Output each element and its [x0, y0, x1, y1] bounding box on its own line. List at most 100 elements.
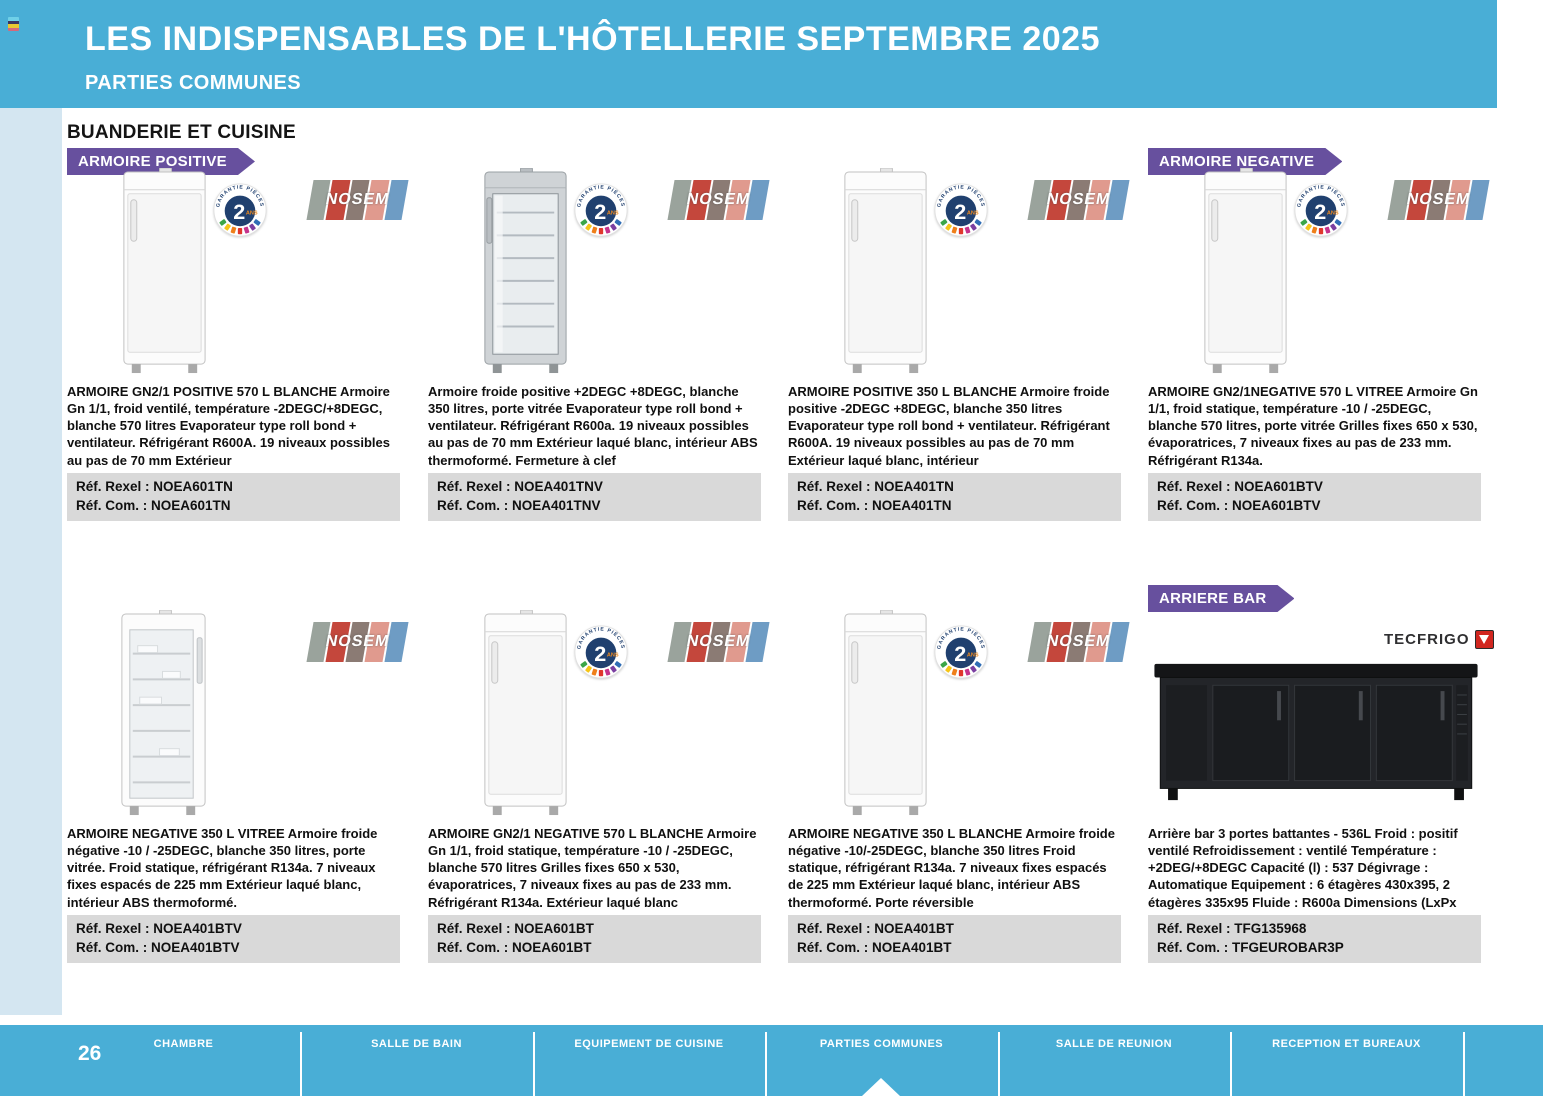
ref-rexel-value: TFG135968 — [1234, 921, 1307, 936]
footer-nav-bar — [0, 1025, 1543, 1096]
product-card: NOSEM ARMOIRE NEGATIVE 350 L VITREE Armo… — [67, 600, 412, 1000]
page-title: LES INDISPENSABLES DE L'HÔTELLERIE SEPTE… — [85, 20, 1100, 58]
product-description: ARMOIRE GN2/1 NEGATIVE 570 L BLANCHE Arm… — [428, 826, 757, 910]
tab-salle-de-reunion[interactable]: SALLE DE REUNION — [1055, 1038, 1173, 1050]
tecfrigo-logo-mark-icon — [1474, 630, 1494, 649]
product-card: NOSEM ARMOIRE NEGATIVE 350 L BLANCHE Arm… — [788, 600, 1133, 1000]
tab-salle-de-bain[interactable]: SALLE DE BAIN — [371, 1038, 462, 1050]
product-description: Arrière bar 3 portes battantes - 536L Fr… — [1148, 826, 1458, 910]
ref-com-line: Réf. Com. : TFGEUROBAR3P — [1157, 939, 1472, 958]
ref-rexel-value: NOEA601TN — [153, 479, 233, 494]
warranty-2-years-badge-icon — [213, 183, 267, 237]
ref-com-value: NOEA401BTV — [151, 939, 240, 955]
product-image-fridge — [1186, 168, 1301, 376]
ref-com-line: Réf. Com. : NOEA401TNV — [437, 497, 752, 516]
ref-com-value: NOEA601TN — [151, 497, 231, 513]
ref-rexel-line: Réf. Rexel : NOEA401TN — [797, 478, 1112, 497]
tab-separator — [533, 1032, 535, 1096]
nosem-logo: NOSEM — [667, 180, 770, 220]
page-subtitle: PARTIES COMMUNES — [85, 72, 302, 94]
ref-com-label: Réf. Com. : — [797, 939, 869, 955]
ref-com-line: Réf. Com. : NOEA401TN — [797, 497, 1112, 516]
section-title: BUANDERIE ET CUISINE — [67, 122, 296, 143]
ref-com-line: Réf. Com. : NOEA401BTV — [76, 939, 391, 958]
ref-com-label: Réf. Com. : — [76, 497, 148, 513]
product-references: Réf. Rexel : NOEA601BTV Réf. Com. : NOEA… — [1148, 473, 1481, 521]
ref-com-value: NOEA601BTV — [1232, 497, 1321, 513]
product-description: ARMOIRE GN2/1NEGATIVE 570 L VITREE Armoi… — [1148, 384, 1478, 468]
product-references: Réf. Rexel : NOEA601TN Réf. Com. : NOEA6… — [67, 473, 400, 521]
product-references: Réf. Rexel : NOEA401TN Réf. Com. : NOEA4… — [788, 473, 1121, 521]
ref-rexel-line: Réf. Rexel : NOEA401BT — [797, 920, 1112, 939]
ref-com-value: NOEA601BT — [512, 939, 592, 955]
nosem-logo: NOSEM — [306, 180, 409, 220]
ref-com-label: Réf. Com. : — [76, 939, 148, 955]
tab-separator — [998, 1032, 1000, 1096]
tab-separator — [765, 1032, 767, 1096]
page-header: LES INDISPENSABLES DE L'HÔTELLERIE SEPTE… — [0, 0, 1497, 108]
ref-rexel-value: NOEA401TN — [874, 479, 954, 494]
product-image-fridge — [466, 610, 581, 818]
nosem-logo: NOSEM — [1027, 180, 1130, 220]
ref-rexel-label: Réf. Rexel : — [76, 479, 150, 494]
product-card: NOSEM Armoire froide positive +2DEGC +8D… — [428, 158, 773, 558]
ref-rexel-label: Réf. Rexel : — [1157, 479, 1231, 494]
product-references: Réf. Rexel : NOEA401BTV Réf. Com. : NOEA… — [67, 915, 400, 963]
ref-com-label: Réf. Com. : — [437, 497, 509, 513]
ref-rexel-label: Réf. Rexel : — [797, 479, 871, 494]
ref-com-value: NOEA401BT — [872, 939, 952, 955]
nosem-logo-text: NOSEM — [324, 633, 391, 650]
nosem-logo-text: NOSEM — [1405, 191, 1472, 208]
product-image-backbar — [1150, 658, 1482, 804]
nosem-logo-text: NOSEM — [324, 191, 391, 208]
ref-rexel-value: NOEA401BTV — [153, 921, 242, 936]
product-description: ARMOIRE GN2/1 POSITIVE 570 L BLANCHE Arm… — [67, 384, 390, 468]
warranty-2-years-badge-icon — [574, 625, 628, 679]
product-description: ARMOIRE NEGATIVE 350 L BLANCHE Armoire f… — [788, 826, 1115, 910]
nosem-logo: NOSEM — [667, 622, 770, 662]
product-card: NOSEM ARMOIRE GN2/1 NEGATIVE 570 L BLANC… — [428, 600, 773, 1000]
nosem-logo-text: NOSEM — [685, 633, 752, 650]
product-description: ARMOIRE POSITIVE 350 L BLANCHE Armoire f… — [788, 384, 1110, 468]
ref-rexel-value: NOEA401TNV — [514, 479, 603, 494]
warranty-2-years-badge-icon — [1294, 183, 1348, 237]
ref-com-label: Réf. Com. : — [1157, 497, 1229, 513]
ref-rexel-label: Réf. Rexel : — [797, 921, 871, 936]
product-image-fridge — [105, 610, 220, 818]
ref-com-label: Réf. Com. : — [437, 939, 509, 955]
ref-rexel-label: Réf. Rexel : — [76, 921, 150, 936]
product-references: Réf. Rexel : TFG135968 Réf. Com. : TFGEU… — [1148, 915, 1481, 963]
tab-separator — [1463, 1032, 1465, 1096]
product-references: Réf. Rexel : NOEA401TNV Réf. Com. : NOEA… — [428, 473, 761, 521]
mini-flag-icon — [8, 17, 19, 31]
tab-reception-et-bureaux[interactable]: RECEPTION ET BUREAUX — [1272, 1038, 1421, 1050]
product-image-fridge — [826, 168, 941, 376]
nosem-logo: NOSEM — [306, 622, 409, 662]
nosem-logo: NOSEM — [1387, 180, 1490, 220]
ref-com-label: Réf. Com. : — [797, 497, 869, 513]
banner-arriere-bar: ARRIERE BAR — [1148, 585, 1294, 612]
ref-rexel-value: NOEA601BTV — [1234, 479, 1323, 494]
ref-com-value: TFGEUROBAR3P — [1232, 939, 1344, 955]
page-number: 26 — [78, 1042, 102, 1065]
tab-separator — [300, 1032, 302, 1096]
ref-com-value: NOEA401TNV — [512, 497, 601, 513]
product-references: Réf. Rexel : NOEA601BT Réf. Com. : NOEA6… — [428, 915, 761, 963]
product-card: TECFRIGO Arrière bar 3 portes battantes … — [1148, 600, 1494, 1000]
ref-rexel-label: Réf. Rexel : — [437, 921, 511, 936]
product-description: Armoire froide positive +2DEGC +8DEGC, b… — [428, 384, 758, 468]
product-card: NOSEM ARMOIRE GN2/1 POSITIVE 570 L BLANC… — [67, 158, 412, 558]
tab-chambre[interactable]: CHAMBRE — [153, 1038, 214, 1050]
tecfrigo-logo: TECFRIGO — [1384, 630, 1494, 649]
ref-rexel-line: Réf. Rexel : TFG135968 — [1157, 920, 1472, 939]
warranty-2-years-badge-icon — [934, 625, 988, 679]
ref-com-line: Réf. Com. : NOEA601BTV — [1157, 497, 1472, 516]
tecfrigo-logo-text: TECFRIGO — [1384, 631, 1470, 648]
ref-rexel-line: Réf. Rexel : NOEA601BT — [437, 920, 752, 939]
ref-rexel-line: Réf. Rexel : NOEA601BTV — [1157, 478, 1472, 497]
tab-equipement-de-cuisine[interactable]: EQUIPEMENT DE CUISINE — [574, 1038, 724, 1050]
tab-parties-communes[interactable]: PARTIES COMMUNES — [819, 1038, 944, 1050]
product-image-fridge — [466, 168, 581, 376]
ref-com-line: Réf. Com. : NOEA601BT — [437, 939, 752, 958]
